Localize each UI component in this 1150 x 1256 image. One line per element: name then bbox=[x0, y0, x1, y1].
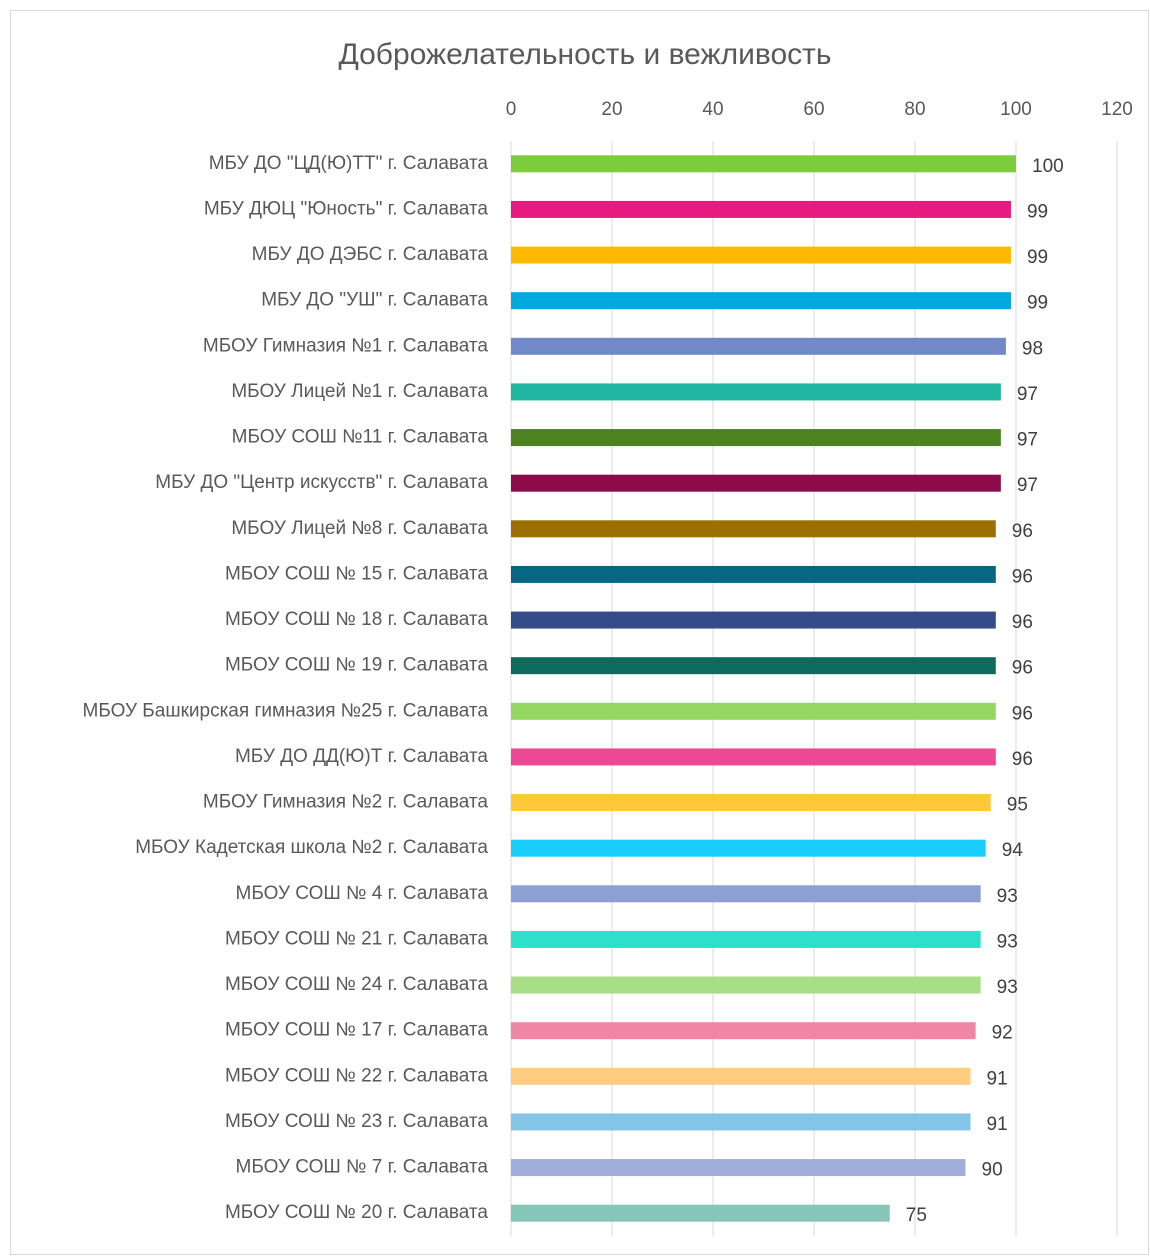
bar bbox=[511, 930, 981, 948]
value-label: 99 bbox=[1027, 247, 1048, 268]
bar bbox=[511, 885, 981, 903]
value-label: 90 bbox=[982, 1160, 1003, 1181]
y-tick-label: МБОУ Гимназия №2 г. Салавата bbox=[203, 792, 488, 813]
value-label: 93 bbox=[997, 977, 1018, 998]
y-tick-label: МБОУ СОШ № 4 г. Салавата bbox=[236, 883, 489, 904]
value-label: 97 bbox=[1017, 430, 1038, 451]
bar bbox=[511, 794, 991, 812]
bar bbox=[511, 337, 1006, 355]
x-tick-label: 60 bbox=[803, 99, 824, 120]
bar bbox=[511, 474, 1001, 492]
x-tick-label: 40 bbox=[702, 99, 723, 120]
y-tick-label: МБОУ СОШ № 23 г. Салавата bbox=[225, 1111, 488, 1132]
y-tick-label: МБОУ Лицей №8 г. Салавата bbox=[231, 518, 488, 539]
value-label: 94 bbox=[1002, 840, 1024, 861]
x-tick-label: 20 bbox=[601, 99, 622, 120]
y-tick-label: МБУ ДО "Центр искусств" г. Салавата bbox=[155, 472, 488, 493]
value-label: 96 bbox=[1012, 703, 1033, 724]
value-label: 91 bbox=[987, 1114, 1008, 1135]
value-label: 93 bbox=[997, 886, 1018, 907]
y-tick-label: МБОУ Башкирская гимназия №25 г. Салавата bbox=[83, 700, 489, 721]
y-tick-label: МБОУ СОШ № 7 г. Салавата bbox=[236, 1157, 489, 1178]
value-label: 93 bbox=[997, 931, 1018, 952]
x-tick-label: 100 bbox=[1000, 99, 1032, 120]
value-label: 99 bbox=[1027, 201, 1048, 222]
y-tick-label: МБУ ДО "ЦД(Ю)ТТ" г. Салавата bbox=[209, 153, 489, 174]
x-tick-label: 120 bbox=[1101, 99, 1133, 120]
y-tick-label: МБОУ СОШ № 21 г. Салавата bbox=[225, 928, 488, 949]
y-tick-label: МБУ ДО ДЭБС г. Салавата bbox=[252, 244, 489, 265]
chart-title: Доброжелательность и вежливость bbox=[338, 38, 831, 71]
value-label: 97 bbox=[1017, 384, 1038, 405]
bar bbox=[511, 383, 1001, 401]
y-tick-label: МБОУ СОШ № 20 г. Салавата bbox=[225, 1202, 488, 1223]
x-tick-label: 80 bbox=[904, 99, 925, 120]
bar bbox=[511, 839, 986, 857]
bar bbox=[511, 657, 996, 675]
bar bbox=[511, 246, 1011, 264]
y-tick-label: МБУ ДО ДД(Ю)Т г. Салавата bbox=[235, 746, 488, 767]
y-tick-label: МБОУ СОШ № 15 г. Салавата bbox=[225, 563, 488, 584]
value-label: 91 bbox=[987, 1068, 1008, 1089]
bar bbox=[511, 1067, 971, 1085]
bar bbox=[511, 976, 981, 994]
value-label: 96 bbox=[1012, 658, 1033, 679]
bar bbox=[511, 429, 1001, 447]
y-tick-label: МБОУ СОШ № 18 г. Салавата bbox=[225, 609, 488, 630]
y-tick-label: МБОУ СОШ №11 г. Салавата bbox=[232, 427, 489, 448]
bar bbox=[511, 1159, 966, 1177]
value-label: 92 bbox=[992, 1023, 1013, 1044]
bar bbox=[511, 702, 996, 720]
value-label: 100 bbox=[1032, 156, 1064, 177]
bar bbox=[511, 200, 1011, 218]
y-tick-label: МБОУ СОШ № 24 г. Салавата bbox=[225, 974, 488, 995]
y-tick-label: МБОУ СОШ № 22 г. Салавата bbox=[225, 1065, 488, 1086]
value-label: 96 bbox=[1012, 521, 1033, 542]
bar bbox=[511, 748, 996, 766]
y-tick-label: МБОУ Кадетская школа №2 г. Салавата bbox=[135, 837, 488, 858]
y-tick-label: МБОУ СОШ № 19 г. Салавата bbox=[225, 655, 488, 676]
bar bbox=[511, 292, 1011, 310]
x-tick-label: 0 bbox=[506, 99, 517, 120]
value-label: 96 bbox=[1012, 749, 1033, 770]
bar bbox=[511, 1113, 971, 1131]
bar bbox=[511, 155, 1016, 173]
y-tick-label: МБУ ДЮЦ "Юность" г. Салавата bbox=[204, 198, 489, 219]
bar bbox=[511, 565, 996, 583]
value-label: 96 bbox=[1012, 566, 1033, 587]
bar bbox=[511, 1204, 890, 1222]
value-label: 96 bbox=[1012, 612, 1033, 633]
value-label: 98 bbox=[1022, 338, 1043, 359]
y-tick-label: МБОУ Лицей №1 г. Салавата bbox=[231, 381, 488, 402]
y-tick-label: МБОУ Гимназия №1 г. Салавата bbox=[203, 335, 488, 356]
value-label: 99 bbox=[1027, 293, 1048, 314]
value-label: 75 bbox=[906, 1205, 927, 1226]
value-label: 95 bbox=[1007, 795, 1028, 816]
bar bbox=[511, 611, 996, 629]
value-label: 97 bbox=[1017, 475, 1038, 496]
y-tick-label: МБОУ СОШ № 17 г. Салавата bbox=[225, 1020, 488, 1041]
y-tick-label: МБУ ДО "УШ" г. Салавата bbox=[261, 290, 488, 311]
bar bbox=[511, 1022, 976, 1040]
bar bbox=[511, 520, 996, 538]
